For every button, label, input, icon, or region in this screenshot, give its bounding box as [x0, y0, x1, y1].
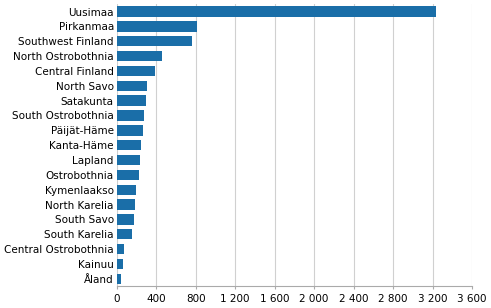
Bar [116, 259, 123, 269]
Bar [116, 244, 124, 254]
Bar [116, 199, 135, 210]
Bar [116, 66, 155, 76]
Bar [116, 81, 147, 91]
Bar [116, 140, 141, 150]
Bar [116, 21, 196, 32]
Bar [116, 214, 134, 225]
Bar [116, 170, 139, 180]
Bar [116, 125, 143, 136]
Bar [116, 110, 144, 121]
Bar [116, 274, 120, 284]
Bar [116, 51, 162, 61]
Bar [116, 95, 146, 106]
Bar [116, 6, 436, 17]
Bar [116, 184, 136, 195]
Bar [116, 36, 191, 47]
Bar [116, 229, 132, 239]
Bar [116, 155, 140, 165]
